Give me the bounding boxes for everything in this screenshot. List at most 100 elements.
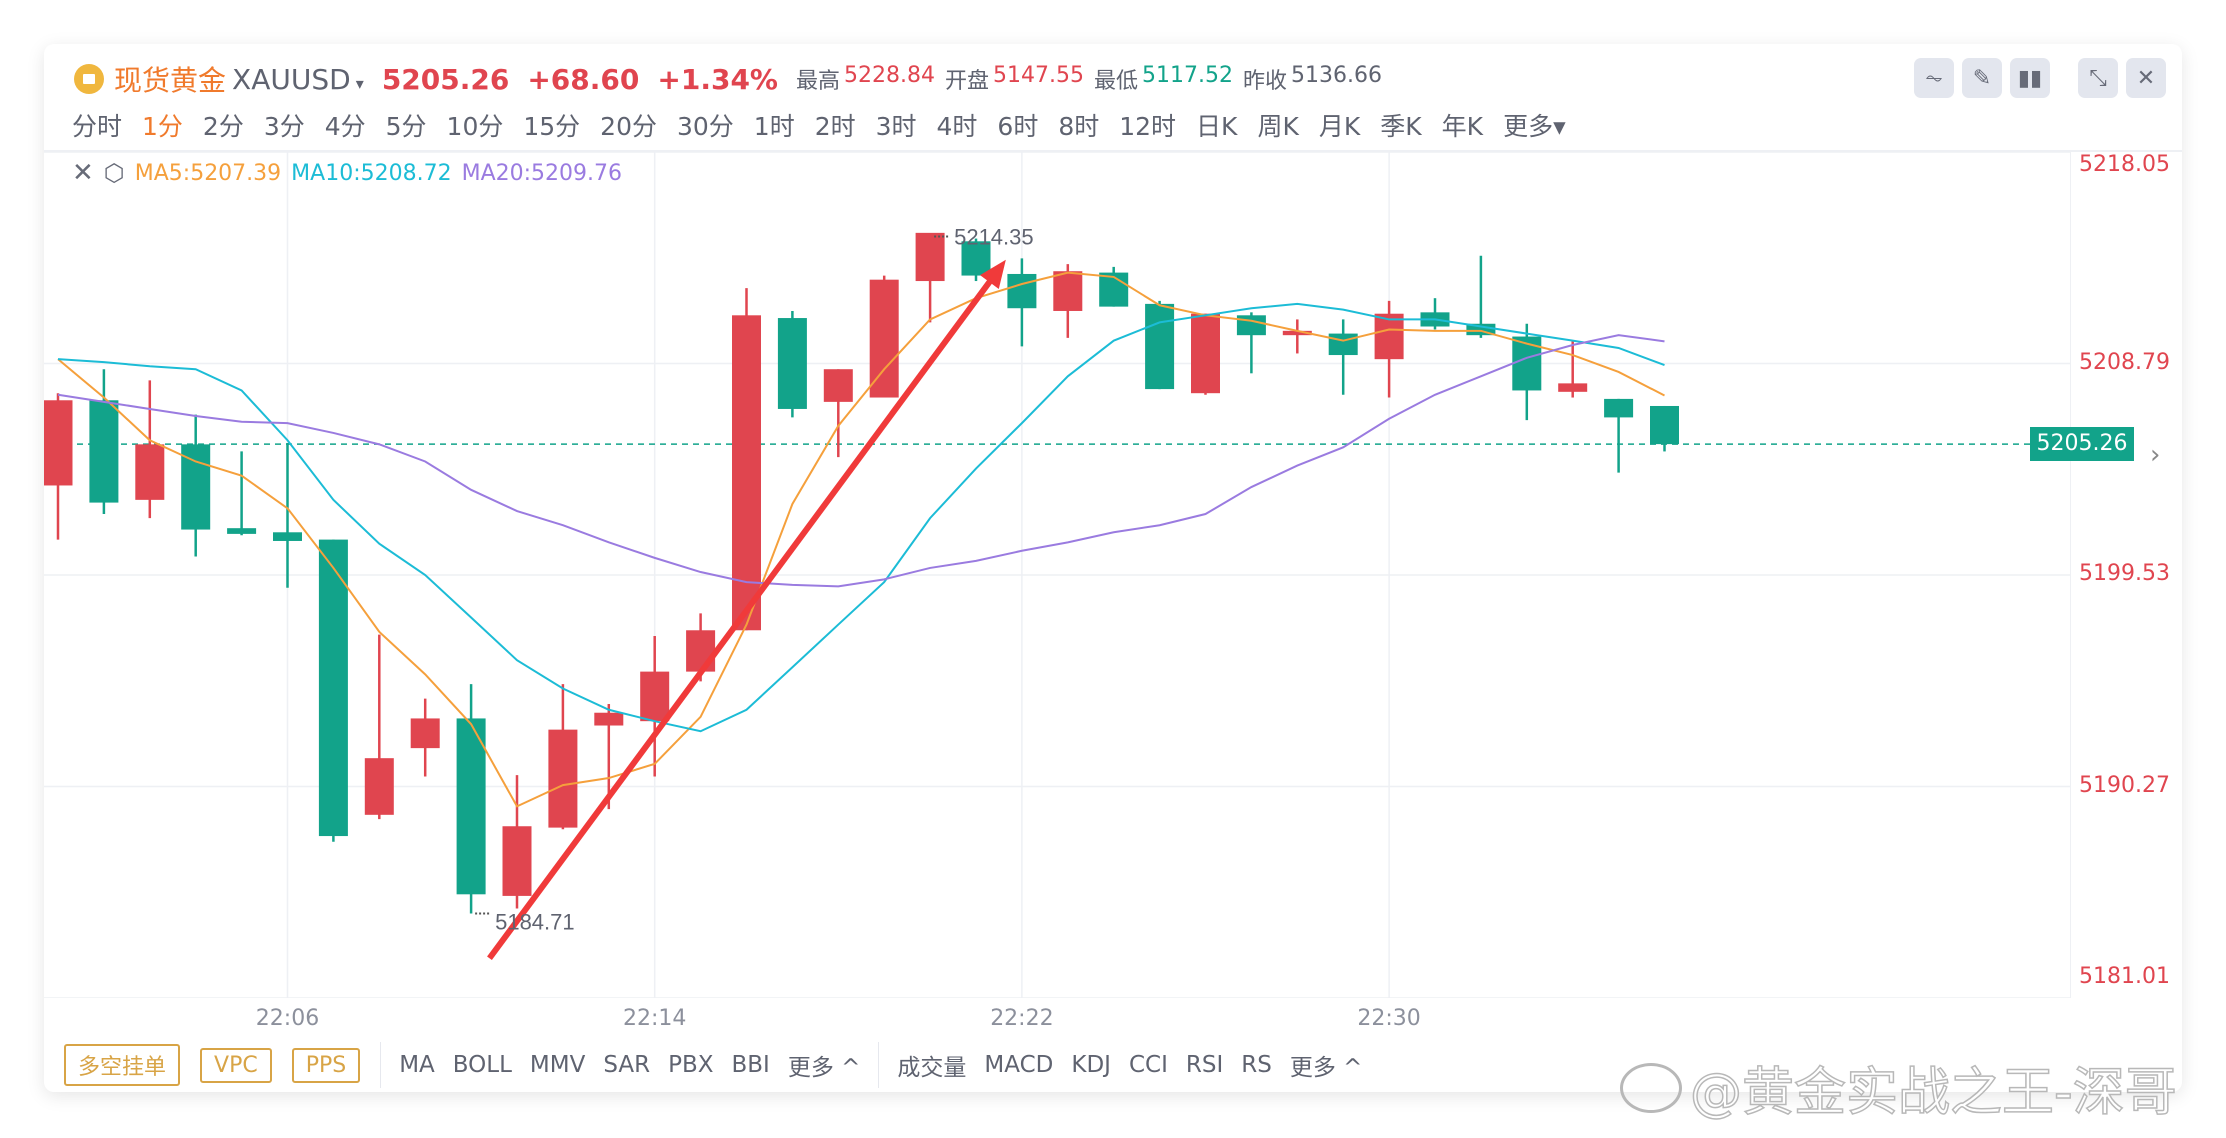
trend-arrow[interactable] [487, 259, 1006, 961]
candle [732, 288, 761, 631]
period-tab[interactable]: 20分 [600, 112, 657, 141]
indicator-bar: 多空挂单 VPC PPS MA BOLL MMV SAR PBX BBI 更多 ^ 成交量 MACD K… [64, 1042, 1380, 1088]
candlestick-icon[interactable]: ▮▮ [2010, 58, 2050, 98]
main-indicator[interactable]: SAR [603, 1052, 651, 1078]
period-tab[interactable]: 6时 [997, 112, 1039, 141]
candle [1650, 405, 1679, 452]
period-tab[interactable]: 10分 [446, 112, 504, 141]
chevron-right-icon[interactable]: › [2150, 440, 2161, 470]
ma5-line [57, 271, 1665, 808]
candle [1191, 313, 1220, 395]
stat-label: 开盘 [944, 69, 989, 94]
stat-value: 5117.52 [1142, 63, 1233, 88]
indicator-line-icon[interactable]: ⏦ [1914, 58, 1954, 98]
period-tab[interactable]: 日K [1196, 112, 1238, 141]
instrument-name: 现货黄金 [114, 64, 227, 97]
main-indicator[interactable]: MMV [529, 1052, 586, 1078]
candle [456, 684, 486, 914]
main-indicator[interactable]: PBX [668, 1052, 714, 1078]
divider [44, 150, 2182, 152]
close-icon[interactable]: ✕ [72, 158, 94, 188]
period-tab[interactable]: 分时 [72, 112, 123, 141]
main-indicator[interactable]: MA [399, 1052, 435, 1078]
period-tab[interactable]: 30分 [676, 112, 734, 141]
period-tab[interactable]: 1分 [142, 112, 183, 141]
x-tick-label: 22:22 [990, 1006, 1054, 1031]
candle [640, 635, 670, 777]
sub-indicator[interactable]: 更多 ^ [1289, 1055, 1363, 1081]
candle [1145, 300, 1175, 390]
sub-indicator[interactable]: RS [1241, 1052, 1272, 1078]
stat-value: 5136.66 [1291, 63, 1382, 88]
order-button[interactable]: PPS [291, 1047, 361, 1083]
main-indicator[interactable]: BOLL [452, 1052, 512, 1078]
main-indicator[interactable]: 更多 ^ [787, 1055, 861, 1081]
close-icon[interactable]: ✕ [2126, 58, 2166, 98]
stat-value: 5228.84 [844, 63, 935, 88]
candle [823, 369, 853, 458]
y-tick-label: 5190.27 [2079, 772, 2170, 798]
period-tab[interactable]: 2分 [202, 112, 244, 141]
stat-label: 昨收 [1242, 69, 1287, 94]
period-tab[interactable]: 更多▾ [1503, 112, 1566, 141]
candle [135, 380, 165, 519]
period-tab[interactable]: 4时 [936, 112, 978, 141]
sub-indicator[interactable]: RSI [1185, 1052, 1224, 1078]
y-tick-label: 5181.01 [2079, 964, 2170, 989]
collapse-icon[interactable]: ⤡ [2078, 58, 2118, 98]
candle [915, 232, 945, 323]
candle [686, 613, 716, 682]
sub-indicator[interactable]: CCI [1128, 1052, 1168, 1078]
sub-indicator[interactable]: 成交量 [897, 1055, 967, 1081]
divider [380, 1042, 382, 1088]
order-button[interactable]: VPC [200, 1047, 272, 1083]
ma10-value: MA10:5208.72 [291, 160, 452, 186]
sub-indicator[interactable]: MACD [984, 1052, 1054, 1078]
settings-icon[interactable]: ⬡ [103, 159, 125, 187]
period-tab[interactable]: 2时 [814, 112, 856, 141]
candle [1420, 298, 1450, 330]
period-tab[interactable]: 月K [1318, 112, 1361, 141]
candle [273, 442, 302, 588]
period-tab[interactable]: 12时 [1119, 112, 1177, 141]
candle [227, 451, 257, 536]
low-label: 5184.71 [495, 909, 575, 934]
ma10-line [57, 302, 1665, 733]
ma5-value: MA5:5207.39 [134, 160, 282, 186]
period-tab[interactable]: 1时 [753, 112, 795, 141]
period-tab[interactable]: 3时 [875, 112, 917, 141]
candlestick-chart[interactable]: 5214.35 5184.71 [44, 152, 2070, 998]
candle [1328, 319, 1358, 395]
candle [1604, 398, 1634, 473]
period-tab[interactable]: 4分 [324, 112, 366, 141]
order-button[interactable]: 多空挂单 [64, 1044, 181, 1086]
candle [364, 634, 394, 820]
pencil-icon[interactable]: ✎ [1962, 58, 2002, 98]
ma-legend: ✕ ⬡ MA5:5207.39 MA10:5208.72 MA20:5209.7… [72, 158, 622, 188]
period-tab[interactable]: 年K [1441, 112, 1484, 141]
main-indicator[interactable]: BBI [731, 1052, 770, 1078]
period-tabs: 分时 1分 2分 3分 4分 5分 10分 15分 20分 30分 1时 2时 3时 4时 6时 8时 12时日… [72, 100, 1586, 150]
candle [181, 414, 211, 557]
candle [89, 369, 119, 515]
sub-indicator[interactable]: KDJ [1071, 1052, 1111, 1078]
candle [410, 698, 440, 777]
period-tab[interactable]: 3分 [263, 112, 305, 141]
candle [318, 539, 348, 842]
period-tab[interactable]: 15分 [523, 112, 581, 141]
chart-window: 现货黄金 XAUUSD 5205.26 +68.60 +1.34% 最高5228… [44, 44, 2182, 1092]
candle [502, 775, 532, 909]
x-tick-label: 22:30 [1357, 1006, 1421, 1031]
weibo-logo-icon [1620, 1062, 1682, 1113]
symbol-dropdown[interactable]: XAUUSD [232, 63, 364, 96]
candle [961, 238, 991, 282]
period-tab[interactable]: 8时 [1058, 112, 1100, 141]
low-annotation: 5184.71 [475, 909, 575, 934]
y-tick-label: 5208.79 [2079, 349, 2170, 375]
period-tab[interactable]: 5分 [385, 112, 427, 141]
candle [1558, 340, 1588, 398]
y-tick-label: 5199.53 [2079, 561, 2170, 586]
period-tab[interactable]: 季K [1380, 112, 1422, 141]
period-tab[interactable]: 周K [1257, 112, 1299, 141]
quote-stats: 最高 5228.84 开盘 5147.55 最低 5117.52 昨收 5136.66 [796, 63, 1392, 95]
